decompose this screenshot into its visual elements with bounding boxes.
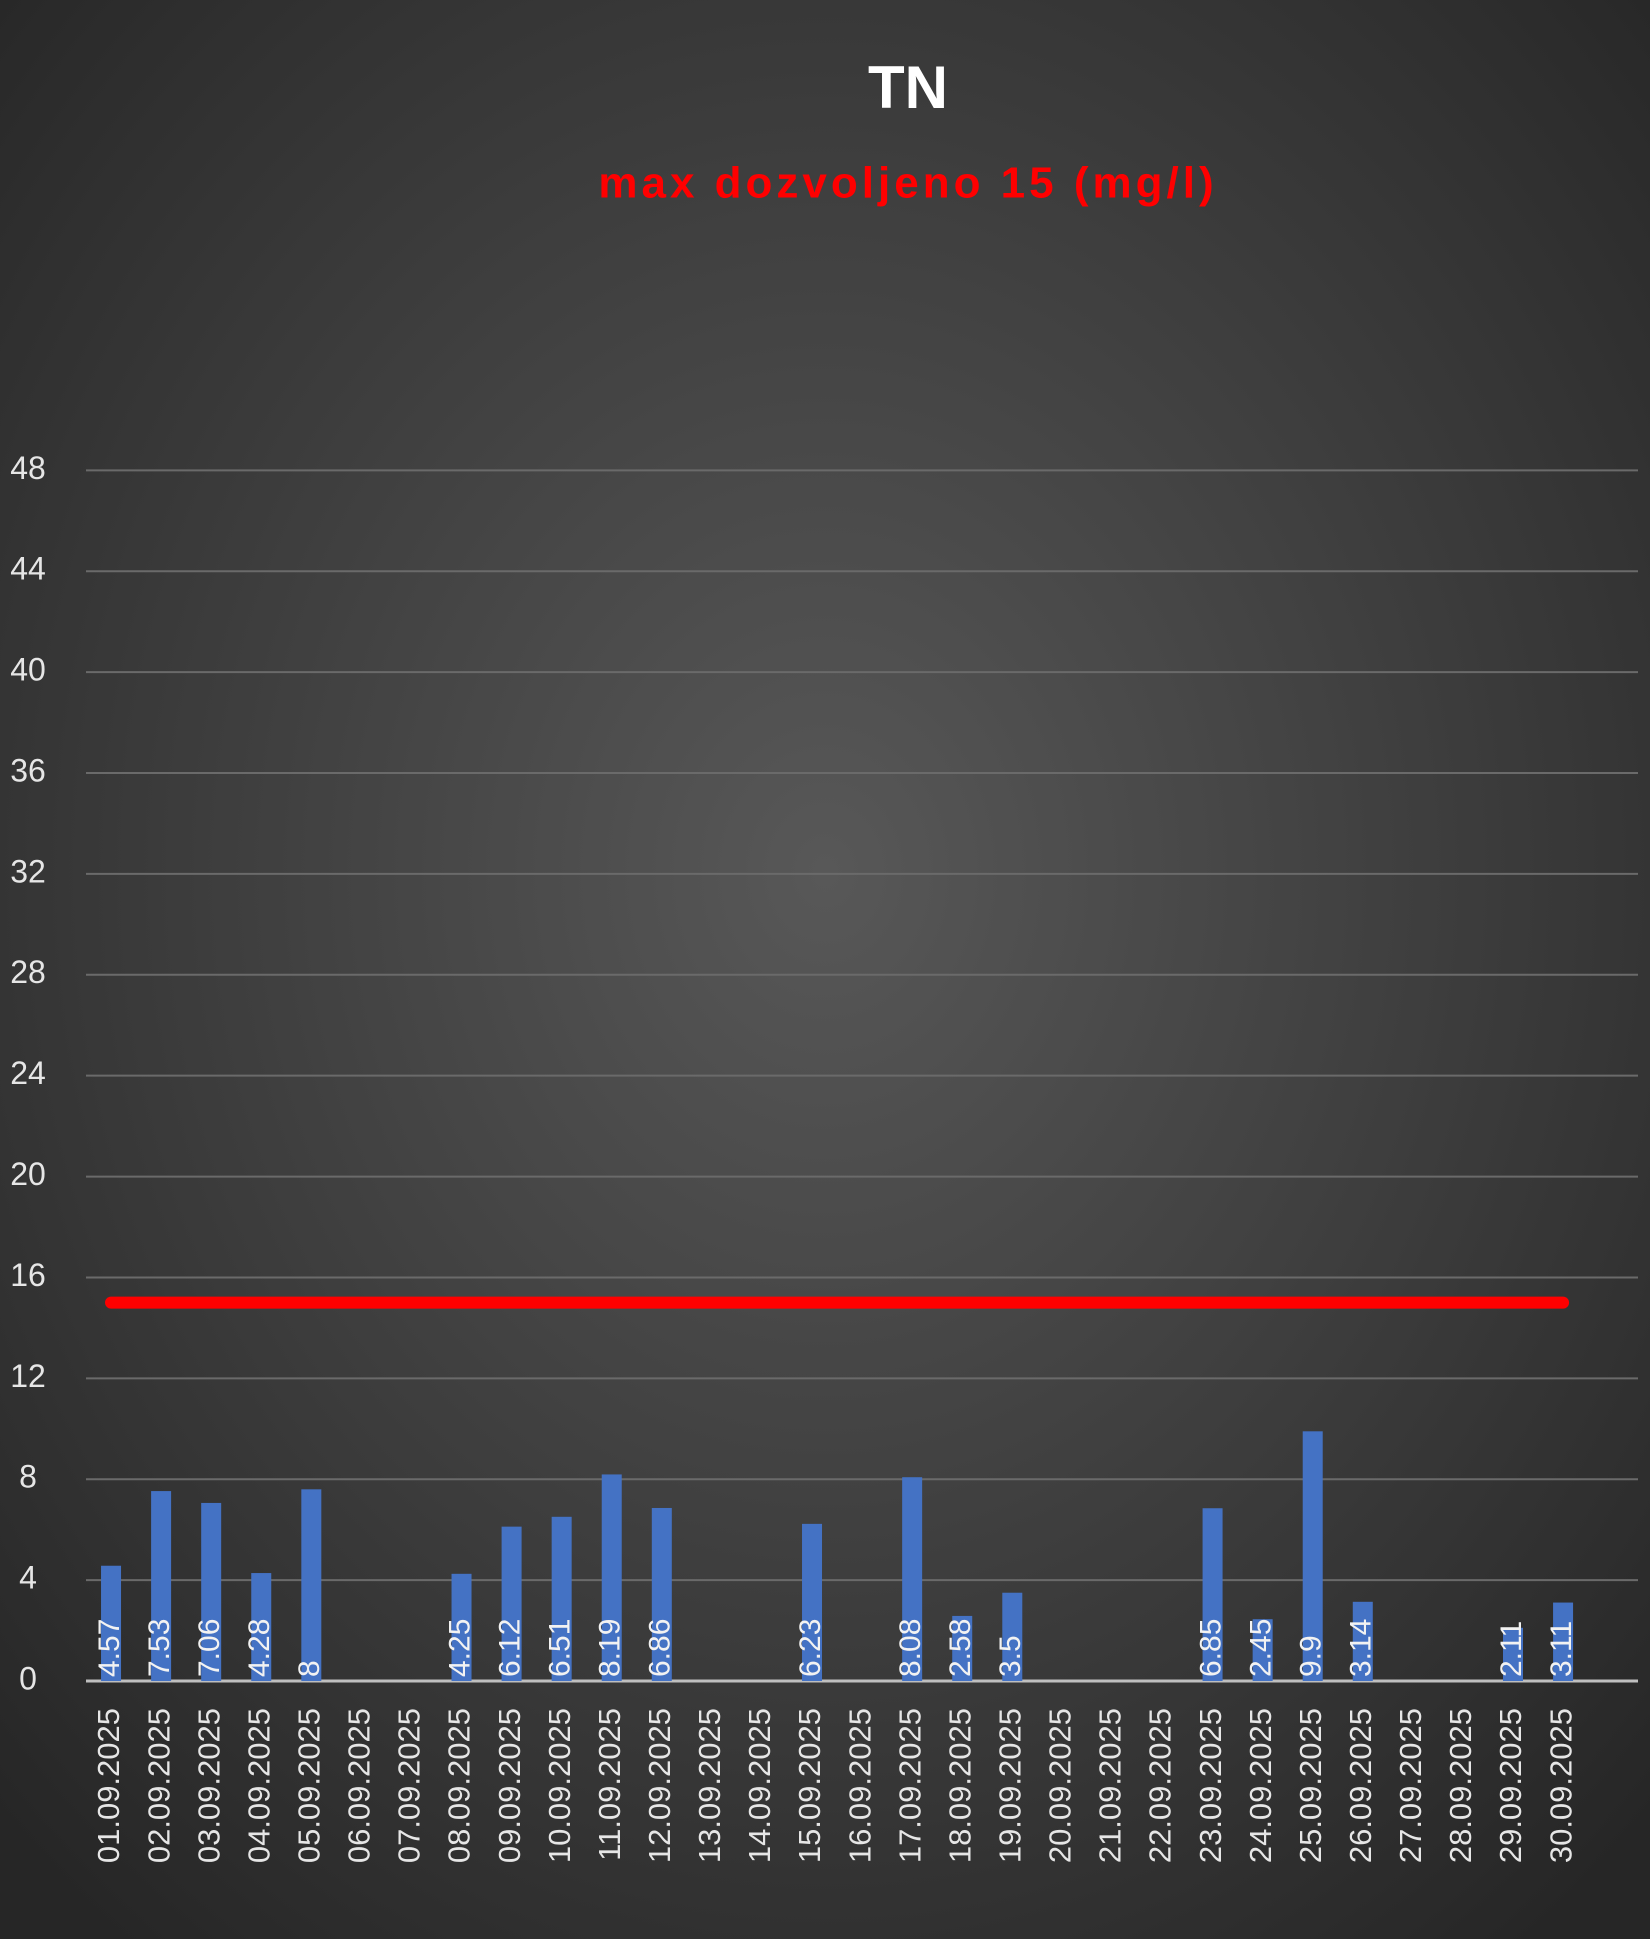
data-label: 2.11 (1495, 1621, 1528, 1677)
x-tick-label: 24.09.2025 (1243, 1708, 1278, 1863)
y-tick-label: 8 (19, 1459, 37, 1495)
y-tick-label: 36 (10, 752, 46, 788)
y-tick-label: 32 (10, 853, 46, 889)
bar (601, 1474, 622, 1681)
x-tick-label: 04.09.2025 (241, 1708, 276, 1863)
x-tick-label: 26.09.2025 (1343, 1708, 1378, 1863)
bar (1002, 1592, 1023, 1681)
data-label: 2.58 (944, 1619, 977, 1677)
data-label: 7.53 (143, 1619, 176, 1677)
bar (1202, 1508, 1223, 1681)
data-label: 8.08 (894, 1619, 927, 1677)
x-tick-label: 23.09.2025 (1193, 1708, 1228, 1863)
y-tick-label: 12 (10, 1358, 46, 1394)
x-tick-label: 19.09.2025 (992, 1708, 1027, 1863)
x-tick-label: 18.09.2025 (942, 1708, 977, 1863)
bar (651, 1507, 672, 1681)
bar (902, 1477, 923, 1681)
data-label: 6.23 (794, 1619, 827, 1677)
x-tick-label: 12.09.2025 (642, 1708, 677, 1863)
x-tick-label: 05.09.2025 (292, 1708, 327, 1863)
bar (1553, 1602, 1574, 1681)
bar (1252, 1619, 1273, 1681)
x-tick-label: 27.09.2025 (1393, 1708, 1428, 1863)
bar (101, 1565, 122, 1681)
bar (1352, 1601, 1373, 1681)
data-label: 3.14 (1345, 1619, 1378, 1677)
bar (952, 1615, 973, 1681)
y-tick-label: 40 (10, 652, 46, 688)
x-tick-label: 16.09.2025 (842, 1708, 877, 1863)
x-tick-label: 08.09.2025 (442, 1708, 477, 1863)
x-tick-label: 11.09.2025 (592, 1708, 627, 1861)
data-label: 9.9 (1295, 1635, 1328, 1677)
x-tick-label: 21.09.2025 (1093, 1708, 1128, 1863)
data-label: 6.86 (644, 1619, 677, 1677)
data-label: 6.51 (544, 1619, 577, 1677)
x-tick-label: 09.09.2025 (492, 1708, 527, 1863)
x-tick-label: 01.09.2025 (91, 1708, 126, 1863)
x-tick-label: 10.09.2025 (542, 1708, 577, 1863)
y-tick-label: 44 (10, 551, 46, 587)
y-tick-label: 16 (10, 1257, 46, 1293)
y-tick-label: 0 (19, 1660, 37, 1696)
bar (201, 1502, 222, 1681)
bar (151, 1491, 172, 1681)
bar (1502, 1627, 1523, 1681)
bar (501, 1526, 522, 1681)
chart-title: TN (868, 54, 948, 121)
data-label: 4.57 (93, 1619, 126, 1677)
data-label: 4.28 (243, 1619, 276, 1677)
x-tick-label: 22.09.2025 (1143, 1708, 1178, 1863)
bar (251, 1573, 272, 1681)
y-tick-label: 28 (10, 954, 46, 990)
x-tick-label: 14.09.2025 (742, 1708, 777, 1863)
data-label: 8.19 (594, 1619, 627, 1677)
x-tick-label: 07.09.2025 (392, 1708, 427, 1863)
bar (1302, 1431, 1323, 1681)
bar (451, 1573, 472, 1681)
x-tick-label: 28.09.2025 (1443, 1708, 1478, 1863)
x-tick-label: 30.09.2025 (1543, 1708, 1578, 1863)
x-tick-label: 20.09.2025 (1043, 1708, 1078, 1863)
y-tick-label: 4 (19, 1560, 37, 1596)
y-tick-label: 20 (10, 1156, 46, 1192)
data-label: 6.12 (494, 1619, 527, 1677)
data-label: 3.5 (994, 1635, 1027, 1677)
data-label: 8 (293, 1660, 326, 1677)
chart-subtitle: max dozvoljeno 15 (mg/l) (598, 159, 1217, 208)
x-tick-label: 25.09.2025 (1293, 1708, 1328, 1863)
x-tick-label: 06.09.2025 (342, 1708, 377, 1863)
data-label: 6.85 (1194, 1619, 1227, 1677)
data-label: 4.25 (443, 1619, 476, 1677)
data-label: 2.45 (1245, 1619, 1278, 1677)
y-tick-label: 48 (10, 450, 46, 486)
data-label: 7.06 (193, 1619, 226, 1677)
x-tick-label: 29.09.2025 (1493, 1708, 1528, 1863)
x-tick-label: 02.09.2025 (141, 1708, 176, 1863)
bar (301, 1489, 322, 1681)
x-tick-label: 15.09.2025 (792, 1708, 827, 1863)
bar (802, 1523, 823, 1681)
data-label: 3.11 (1545, 1621, 1578, 1677)
x-tick-label: 03.09.2025 (191, 1708, 226, 1863)
x-tick-label: 17.09.2025 (892, 1708, 927, 1863)
y-tick-label: 24 (10, 1055, 46, 1091)
x-tick-label: 13.09.2025 (692, 1708, 727, 1863)
bar (551, 1516, 572, 1681)
